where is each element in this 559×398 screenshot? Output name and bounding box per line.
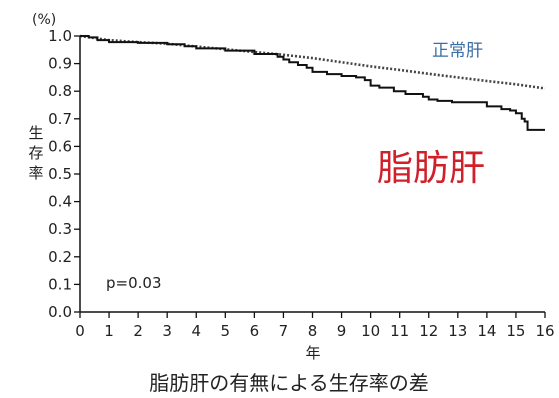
x-tick-label: 14 [477,322,496,340]
x-tick-label: 5 [221,322,231,340]
x-tick-label: 4 [191,322,201,340]
y-tick-label: 0.7 [48,110,72,128]
y-tick-label: 0.8 [48,82,72,100]
y-tick-label: 0.3 [48,220,72,238]
y-tick-label: 0.0 [48,303,72,321]
x-tick-label: 0 [75,322,85,340]
x-tick-label: 8 [308,322,318,340]
y-tick-label: 0.1 [48,275,72,293]
y-tick-label: 0.9 [48,55,72,73]
series-label-fatty-liver: 脂肪肝 [377,148,485,189]
x-tick-label: 7 [279,322,289,340]
y-axis-title-char-2: 存 [28,144,43,162]
y-axis-title-char-1: 生 [28,124,43,142]
x-tick-label: 10 [361,322,380,340]
x-tick-label: 9 [337,322,347,340]
x-tick-label: 11 [390,322,409,340]
y-axis-title-char-3: 率 [28,164,43,182]
series-label-normal-liver: 正常肝 [432,41,483,61]
x-tick-label: 6 [250,322,260,340]
x-tick-label: 1 [104,322,114,340]
x-tick-label: 16 [535,322,554,340]
y-tick-label: 0.5 [48,165,72,183]
y-unit-label: (%) [32,12,56,28]
y-tick-label: 1.0 [48,27,72,45]
x-tick-label: 12 [419,322,438,340]
y-ticks: 0.0 0.1 0.2 0.3 0.4 0.5 0.6 0.7 0.8 0.9 1.0 [48,27,80,321]
x-tick-label: 3 [162,322,172,340]
x-ticks: 0 1 2 3 4 5 6 7 8 9 10 11 12 13 14 15 16 [75,312,555,340]
x-tick-label: 15 [506,322,525,340]
series-line-fatty-liver [80,35,545,131]
x-tick-label: 13 [448,322,467,340]
p-value-annotation: p=0.03 [106,274,162,292]
y-tick-label: 0.6 [48,137,72,155]
x-tick-label: 2 [133,322,143,340]
y-axis-title: 生 存 率 [28,124,43,182]
figure-caption: 脂肪肝の有無による生存率の差 [149,371,428,395]
y-tick-label: 0.4 [48,193,72,211]
x-axis-title: 年 [305,344,320,362]
y-tick-label: 0.2 [48,248,72,266]
